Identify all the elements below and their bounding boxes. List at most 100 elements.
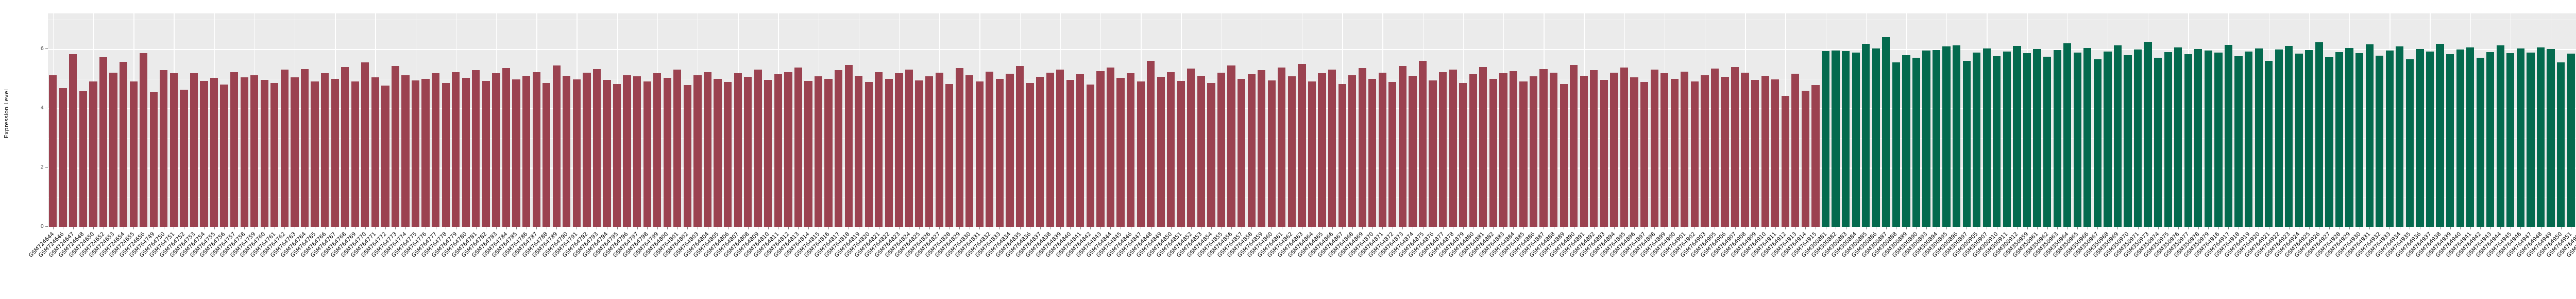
- bar[interactable]: [1962, 61, 1971, 227]
- bar[interactable]: [2506, 53, 2515, 227]
- bar[interactable]: [2355, 53, 2364, 227]
- bar[interactable]: [1358, 68, 1366, 227]
- bar[interactable]: [2396, 46, 2404, 227]
- bar[interactable]: [2003, 51, 2011, 227]
- bar[interactable]: [190, 73, 198, 227]
- bar[interactable]: [552, 65, 561, 227]
- bar[interactable]: [1207, 82, 1215, 227]
- bar[interactable]: [250, 75, 259, 227]
- bar[interactable]: [180, 90, 188, 227]
- bar[interactable]: [1469, 74, 1477, 227]
- bar[interactable]: [2446, 54, 2454, 227]
- bar[interactable]: [99, 57, 108, 227]
- bar[interactable]: [160, 70, 168, 227]
- bar[interactable]: [2456, 49, 2464, 227]
- bar[interactable]: [2053, 50, 2061, 227]
- bar[interactable]: [1600, 79, 1608, 227]
- bar[interactable]: [1026, 82, 1034, 227]
- bar[interactable]: [1690, 81, 1699, 227]
- bar[interactable]: [1630, 77, 1638, 227]
- bar[interactable]: [119, 61, 128, 227]
- bar[interactable]: [300, 69, 309, 227]
- bar[interactable]: [1217, 73, 1226, 227]
- bar[interactable]: [1238, 78, 1246, 227]
- bar[interactable]: [1953, 45, 1961, 227]
- bar[interactable]: [2305, 50, 2313, 227]
- bar[interactable]: [2033, 49, 2041, 227]
- bar[interactable]: [1267, 80, 1276, 227]
- bar[interactable]: [683, 85, 691, 227]
- bar[interactable]: [2516, 48, 2525, 227]
- bar[interactable]: [1862, 43, 1870, 227]
- bar[interactable]: [1429, 80, 1437, 227]
- bar[interactable]: [49, 75, 57, 227]
- bar[interactable]: [2073, 52, 2081, 227]
- bar[interactable]: [1620, 67, 1629, 227]
- bar[interactable]: [411, 80, 420, 227]
- bar[interactable]: [1258, 70, 1266, 227]
- bar[interactable]: [2164, 52, 2172, 227]
- bar[interactable]: [1096, 71, 1105, 227]
- bar[interactable]: [2184, 54, 2192, 227]
- bar[interactable]: [2204, 51, 2212, 227]
- bar[interactable]: [1116, 78, 1125, 227]
- bar[interactable]: [1489, 78, 1497, 227]
- bar[interactable]: [784, 72, 792, 227]
- bar[interactable]: [975, 81, 984, 227]
- bar[interactable]: [2557, 62, 2565, 227]
- bar[interactable]: [1157, 77, 1165, 227]
- bar[interactable]: [1721, 77, 1729, 227]
- bar[interactable]: [995, 78, 1004, 227]
- bar[interactable]: [1509, 71, 1518, 227]
- bar[interactable]: [421, 78, 430, 227]
- bar[interactable]: [592, 69, 601, 227]
- bar[interactable]: [502, 68, 511, 227]
- bar[interactable]: [1529, 76, 1538, 227]
- bar[interactable]: [1338, 84, 1346, 227]
- bar[interactable]: [955, 68, 963, 227]
- bar[interactable]: [2214, 52, 2223, 227]
- bar[interactable]: [583, 73, 591, 227]
- bar[interactable]: [1922, 50, 1930, 227]
- bar[interactable]: [210, 78, 218, 227]
- bar[interactable]: [693, 75, 702, 227]
- bar[interactable]: [885, 78, 893, 227]
- bar[interactable]: [1197, 75, 1206, 227]
- bar[interactable]: [1015, 66, 1024, 227]
- bar[interactable]: [734, 73, 742, 227]
- bar[interactable]: [2365, 44, 2374, 227]
- bar[interactable]: [1973, 52, 1981, 227]
- bar[interactable]: [764, 80, 772, 227]
- bar[interactable]: [2023, 53, 2031, 227]
- bar[interactable]: [1438, 72, 1447, 227]
- bar[interactable]: [472, 70, 480, 227]
- bar[interactable]: [1982, 48, 1991, 227]
- bar[interactable]: [2567, 54, 2575, 227]
- bar[interactable]: [835, 70, 843, 227]
- bar[interactable]: [442, 83, 450, 227]
- bar[interactable]: [613, 84, 621, 227]
- bar[interactable]: [1036, 77, 1044, 227]
- bar[interactable]: [2547, 49, 2555, 227]
- bar[interactable]: [1499, 73, 1507, 227]
- bar[interactable]: [341, 67, 349, 227]
- bar[interactable]: [1006, 74, 1014, 227]
- bar[interactable]: [945, 84, 954, 227]
- bar[interactable]: [2194, 49, 2202, 227]
- bar[interactable]: [2335, 52, 2344, 227]
- bar[interactable]: [2385, 51, 2394, 227]
- bar[interactable]: [1731, 67, 1739, 227]
- bar[interactable]: [1560, 84, 1568, 227]
- bar[interactable]: [714, 78, 722, 227]
- bar[interactable]: [723, 82, 732, 227]
- bar[interactable]: [1106, 67, 1115, 227]
- bar[interactable]: [1993, 56, 2001, 227]
- bar[interactable]: [1076, 74, 1084, 227]
- bar[interactable]: [1147, 61, 1155, 227]
- bar[interactable]: [2295, 54, 2303, 227]
- bar[interactable]: [280, 70, 289, 227]
- bar[interactable]: [291, 77, 299, 227]
- bar[interactable]: [391, 66, 400, 227]
- bar[interactable]: [643, 81, 651, 227]
- bar[interactable]: [663, 78, 671, 227]
